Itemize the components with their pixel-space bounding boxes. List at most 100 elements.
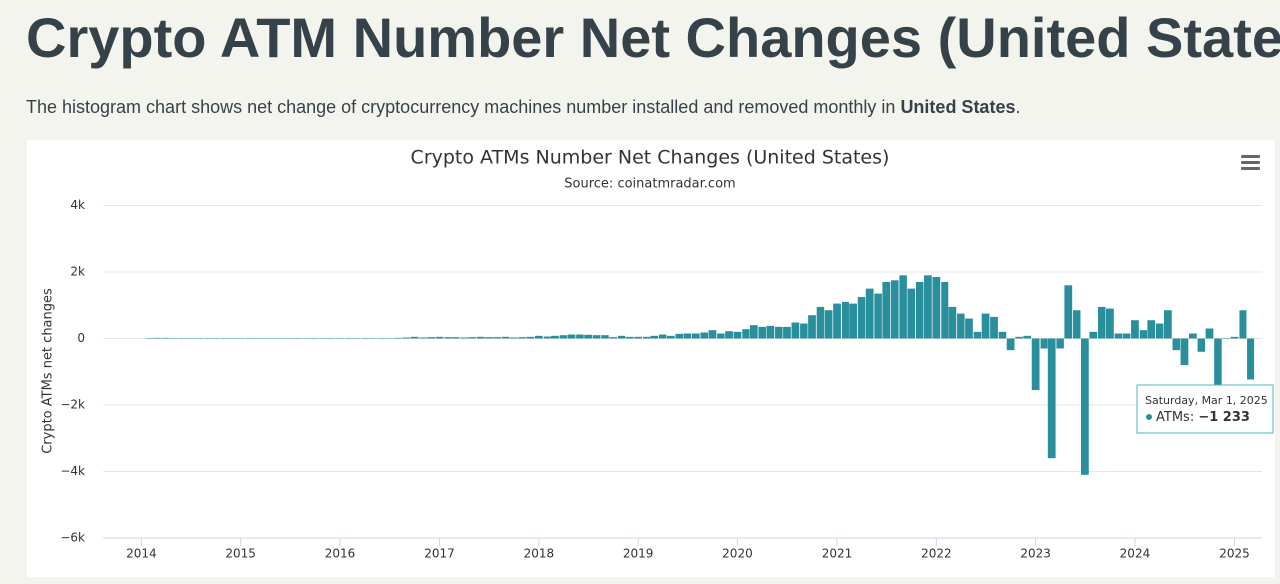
bar <box>534 335 543 339</box>
bar <box>766 325 775 339</box>
bar <box>211 338 220 339</box>
bar <box>857 296 866 339</box>
bar <box>675 333 683 339</box>
bar <box>833 303 841 339</box>
bar <box>791 322 800 339</box>
bar <box>286 338 294 339</box>
bar <box>551 335 559 339</box>
bar <box>518 337 527 339</box>
description-end: . <box>1015 97 1020 117</box>
bar <box>195 338 203 339</box>
bar <box>775 326 783 339</box>
bar <box>336 338 344 339</box>
bar <box>601 335 609 339</box>
bar <box>468 337 477 339</box>
bar <box>907 288 916 339</box>
bar <box>186 338 195 339</box>
bar <box>643 336 651 339</box>
bar <box>1097 306 1106 339</box>
bar <box>700 332 709 339</box>
bar <box>294 338 303 339</box>
x-tick-label: 2015 <box>225 547 256 561</box>
menu-bar <box>1241 155 1260 158</box>
bar <box>808 315 816 339</box>
bar <box>1247 338 1255 380</box>
bar <box>625 336 634 339</box>
bar <box>311 338 319 339</box>
tooltip: Saturday, Mar 1, 2025 ATMs: −1 233 <box>1136 384 1274 434</box>
tooltip-title: Saturday, Mar 1, 2025 <box>1145 394 1268 407</box>
bar <box>965 318 973 339</box>
bar <box>1239 310 1247 339</box>
menu-bar <box>1241 167 1260 170</box>
bar <box>1189 333 1197 339</box>
bar <box>742 329 750 339</box>
tooltip-row: ATMs: −1 233 <box>1156 410 1250 425</box>
bar <box>1015 336 1023 339</box>
x-tick-label: 2021 <box>822 547 853 561</box>
bar <box>1031 338 1040 391</box>
bar <box>634 336 643 339</box>
bar <box>915 281 924 339</box>
bar <box>1139 330 1148 339</box>
page-title: Crypto ATM Number Net Changes (United St… <box>26 6 1280 69</box>
bar <box>609 337 618 339</box>
bar <box>1222 338 1230 339</box>
bar <box>435 336 444 339</box>
bar <box>410 336 419 339</box>
bar <box>484 337 493 339</box>
bar <box>220 338 228 339</box>
chart-title: Crypto ATMs Number Net Changes (United S… <box>411 147 890 169</box>
menu-bar <box>1241 161 1260 164</box>
bar <box>419 337 427 339</box>
bar <box>941 281 949 339</box>
y-tick-label: −4k <box>60 464 85 478</box>
bar <box>957 313 965 339</box>
bar <box>402 337 411 339</box>
bar <box>360 338 369 339</box>
bar <box>841 301 849 339</box>
bar <box>1047 338 1056 459</box>
bar <box>800 323 808 339</box>
bar <box>1106 308 1114 339</box>
bar <box>1122 333 1131 339</box>
y-tick-label: 0 <box>77 331 85 345</box>
description: The histogram chart shows net change of … <box>26 97 1020 117</box>
bar <box>460 337 468 339</box>
bar <box>451 337 460 339</box>
bar <box>1040 338 1048 349</box>
bar <box>252 338 261 339</box>
y-tick-label: 4k <box>70 198 85 212</box>
bar <box>998 331 1007 339</box>
bar <box>617 335 626 339</box>
bar <box>1205 328 1214 339</box>
bar <box>824 310 833 339</box>
bar <box>758 326 766 339</box>
bar <box>1006 338 1015 351</box>
bar <box>377 338 386 339</box>
tooltip-label: ATMs: <box>1156 410 1194 425</box>
y-axis-title: Crypto ATMs net changes <box>41 288 56 454</box>
menu-button[interactable] <box>1241 155 1260 170</box>
bar <box>865 288 874 339</box>
bar <box>1214 338 1222 387</box>
bar <box>509 337 518 339</box>
bar <box>1089 331 1098 339</box>
x-tick-label: 2019 <box>623 547 654 561</box>
bar <box>592 335 601 339</box>
bar <box>543 336 551 339</box>
x-tick-label: 2025 <box>1219 547 1250 561</box>
description-bold: United States <box>900 97 1015 117</box>
bar <box>1131 320 1139 339</box>
y-tick-label: −2k <box>60 398 85 412</box>
bar <box>1081 338 1089 475</box>
bar <box>1163 310 1172 339</box>
bar <box>319 338 328 339</box>
bar <box>394 337 402 339</box>
bar <box>352 338 361 339</box>
bar <box>849 303 857 339</box>
tooltip-dot <box>1146 414 1152 420</box>
bar <box>650 335 659 339</box>
bar <box>269 338 278 339</box>
